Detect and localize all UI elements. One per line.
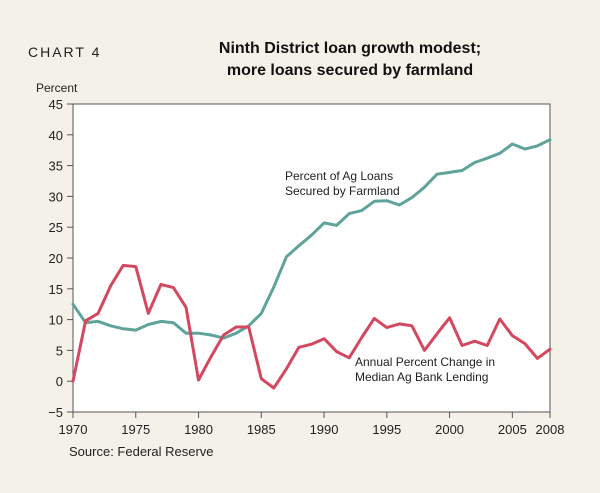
lending-series-label: Median Ag Bank Lending (355, 370, 488, 384)
y-tick-label: 35 (49, 159, 63, 174)
y-tick-label: 40 (49, 128, 63, 143)
x-tick-label: 2000 (435, 422, 464, 437)
y-axis-label: Percent (36, 81, 78, 95)
y-tick-label: 0 (56, 374, 63, 389)
x-tick-label: 2008 (536, 422, 565, 437)
y-tick-label: 15 (49, 282, 63, 297)
x-tick-label: 1995 (372, 422, 401, 437)
x-tick-label: 2005 (498, 422, 527, 437)
farmland-share-line (71, 138, 552, 340)
y-tick-label: 5 (56, 343, 63, 358)
chart-number-label: CHART 4 (28, 44, 102, 60)
y-tick-label: 30 (49, 189, 63, 204)
x-tick-label: 1980 (184, 422, 213, 437)
x-tick-label: 1970 (59, 422, 88, 437)
farmland-series-label: Percent of Ag Loans (285, 169, 393, 183)
y-tick-label: −5 (48, 405, 63, 420)
source-note: Source: Federal Reserve (69, 444, 214, 459)
y-tick-label: 10 (49, 313, 63, 328)
y-tick-label: 25 (49, 220, 63, 235)
lending-series-label: Annual Percent Change in (355, 355, 495, 369)
farmland-series-label: Secured by Farmland (285, 184, 400, 198)
plot-area (72, 103, 551, 413)
x-tick-label: 1985 (247, 422, 276, 437)
lending-change-line (71, 263, 552, 390)
title-line-1: Ninth District loan growth modest; (218, 40, 482, 57)
chart-title: Ninth District loan growth modest; more … (150, 38, 550, 82)
x-tick-label: 1990 (310, 422, 339, 437)
x-tick-label: 1975 (121, 422, 150, 437)
y-tick-label: 45 (49, 97, 63, 112)
title-line-2: more loans secured by farmland (226, 62, 474, 79)
y-tick-label: 20 (49, 251, 63, 266)
